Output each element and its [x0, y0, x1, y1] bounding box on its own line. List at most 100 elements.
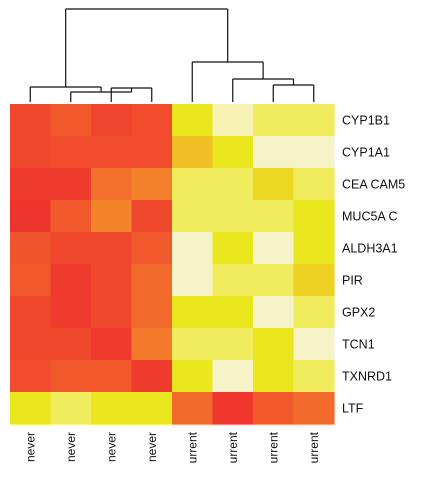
heatmap-cell	[131, 136, 173, 169]
row-label: PIR	[342, 274, 363, 288]
heatmap-cell	[91, 264, 133, 297]
heatmap-cell	[91, 104, 133, 137]
heatmap-cell	[253, 200, 295, 233]
heatmap-cell	[172, 264, 214, 297]
heatmap-cell	[253, 168, 295, 201]
row-label: GPX2	[342, 306, 375, 320]
heatmap-cell	[212, 104, 254, 137]
heatmap-cell	[50, 360, 92, 393]
heatmap-cell	[91, 136, 133, 169]
heatmap-cell	[293, 232, 335, 265]
row-label: TCN1	[342, 338, 375, 352]
row-label: TXNRD1	[342, 370, 392, 384]
heatmap-cell	[10, 392, 52, 425]
heatmap-cell	[131, 296, 173, 329]
row-label: LTF	[342, 402, 364, 416]
heatmap-cell	[172, 360, 214, 393]
heatmap-cell	[91, 168, 133, 201]
heatmap-cell	[10, 232, 52, 265]
heatmap-cell	[293, 136, 335, 169]
heatmap-cell	[10, 104, 52, 137]
heatmap-cell	[131, 328, 173, 361]
row-label: CEA CAM5	[342, 178, 405, 192]
heatmap-cell	[131, 264, 173, 297]
heatmap-cell	[212, 264, 254, 297]
heatmap-cell	[293, 200, 335, 233]
heatmap-cell	[131, 200, 173, 233]
heatmap-cell	[293, 360, 335, 393]
heatmap-cell	[293, 264, 335, 297]
heatmap-cell	[131, 232, 173, 265]
heatmap-cells	[10, 104, 335, 425]
heatmap-cell	[212, 168, 254, 201]
heatmap-cell	[91, 232, 133, 265]
row-labels: CYP1B1 CYP1A1 CEA CAM5 MUC5A C ALDH3A1 PIR GPX…	[342, 114, 405, 416]
heatmap-cell	[50, 200, 92, 233]
column-labels: never never never never urrent urrent urrent ur…	[23, 431, 321, 463]
heatmap-cell	[172, 328, 214, 361]
heatmap-cell	[10, 168, 52, 201]
column-dendrogram	[29, 8, 315, 102]
heatmap-cell	[131, 392, 173, 425]
heatmap-cell	[293, 392, 335, 425]
heatmap-cell	[212, 328, 254, 361]
column-label: never	[64, 432, 78, 462]
heatmap-cell	[172, 296, 214, 329]
column-label: urrent	[226, 431, 240, 463]
heatmap-cell	[10, 360, 52, 393]
row-label: CYP1B1	[342, 114, 390, 128]
heatmap-cell	[212, 232, 254, 265]
heatmap-cell	[50, 296, 92, 329]
heatmap-cell	[253, 360, 295, 393]
heatmap-cell	[172, 136, 214, 169]
heatmap-cell	[172, 232, 214, 265]
row-label: MUC5A C	[342, 210, 398, 224]
column-label: never	[23, 432, 37, 462]
heatmap-cell	[172, 168, 214, 201]
heatmap-cell	[10, 296, 52, 329]
heatmap-cell	[91, 360, 133, 393]
heatmap-cell	[253, 392, 295, 425]
heatmap-cell	[293, 104, 335, 137]
heatmap-cell	[172, 104, 214, 137]
column-label: urrent	[266, 431, 280, 463]
heatmap-cell	[50, 104, 92, 137]
row-label: CYP1A1	[342, 146, 390, 160]
heatmap-cell	[172, 200, 214, 233]
heatmap-cell	[10, 200, 52, 233]
heatmap-cell	[253, 104, 295, 137]
column-label: urrent	[185, 431, 199, 463]
heatmap-cell	[10, 328, 52, 361]
heatmap-cell	[91, 328, 133, 361]
heatmap-cell	[91, 392, 133, 425]
heatmap-cell	[253, 296, 295, 329]
heatmap-cell	[50, 136, 92, 169]
heatmap-cell	[91, 296, 133, 329]
heatmap-cell	[253, 136, 295, 169]
heatmap-cell	[172, 392, 214, 425]
heatmap-cell	[212, 200, 254, 233]
heatmap-cell	[50, 264, 92, 297]
heatmap-cell	[10, 264, 52, 297]
heatmap-cell	[91, 200, 133, 233]
column-label: never	[104, 432, 118, 462]
heatmap-cell	[212, 136, 254, 169]
heatmap-cell	[50, 392, 92, 425]
heatmap-cell	[131, 168, 173, 201]
column-label: never	[145, 432, 159, 462]
heatmap-cell	[253, 232, 295, 265]
heatmap-cell	[131, 104, 173, 137]
heatmap-cell	[212, 296, 254, 329]
heatmap-cell	[212, 360, 254, 393]
heatmap-cell	[212, 392, 254, 425]
heatmap-cell	[253, 328, 295, 361]
heatmap-cell	[10, 136, 52, 169]
heatmap-cell	[293, 296, 335, 329]
heatmap-cell	[293, 168, 335, 201]
heatmap-cell	[50, 232, 92, 265]
heatmap-cell	[50, 328, 92, 361]
heatmap-cell	[253, 264, 295, 297]
heatmap-cell	[131, 360, 173, 393]
heatmap-cell	[293, 328, 335, 361]
